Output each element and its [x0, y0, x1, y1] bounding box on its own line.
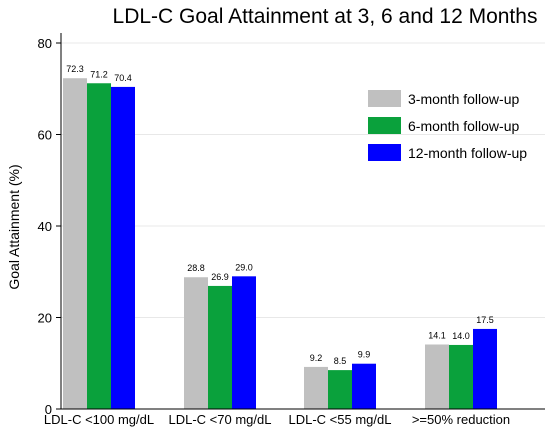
data-label: 28.8: [187, 263, 205, 273]
bar: [352, 363, 376, 409]
legend: 3-month follow-up 6-month follow-up 12-mon…: [368, 90, 527, 161]
legend-swatch: [368, 144, 401, 161]
bars-group: 72.3 71.2 70.4 28.8 26.9 29.0 9.2 8.5 9.9 14.1 14.…: [63, 64, 497, 410]
x-tick-label: LDL-C <55 mg/dL: [289, 412, 392, 427]
bar: [304, 366, 328, 409]
bar: [63, 78, 87, 409]
bar: [208, 285, 232, 409]
data-label: 9.2: [310, 353, 323, 363]
data-label: 72.3: [66, 64, 84, 74]
bar: [232, 276, 256, 409]
legend-label: 6-month follow-up: [408, 118, 519, 134]
bar: [87, 83, 111, 409]
bar: [328, 370, 352, 409]
y-tick-label: 40: [38, 219, 52, 234]
bar: [473, 328, 497, 409]
data-label: 26.9: [211, 272, 229, 282]
chart-title: LDL-C Goal Attainment at 3, 6 and 12 Mon…: [113, 5, 538, 28]
data-label: 14.0: [452, 331, 470, 341]
x-tick-label: >=50% reduction: [412, 412, 510, 427]
gridlines: [61, 42, 545, 318]
data-label: 70.4: [114, 73, 132, 83]
data-label: 9.9: [358, 350, 371, 360]
x-tick-label: LDL-C <100 mg/dL: [44, 412, 154, 427]
data-label: 17.5: [476, 315, 494, 325]
legend-swatch: [368, 90, 401, 107]
bar: [111, 86, 135, 410]
y-tick-label: 60: [38, 128, 52, 143]
legend-swatch: [368, 117, 401, 134]
bar: [425, 344, 449, 409]
legend-label: 12-month follow-up: [408, 145, 527, 161]
y-tick-label: 80: [38, 36, 52, 51]
data-label: 14.1: [428, 330, 446, 340]
data-label: 8.5: [334, 356, 347, 366]
y-axis-label: Goal Attainment (%): [6, 164, 22, 289]
data-label: 71.2: [90, 69, 108, 79]
x-tick-label: LDL-C <70 mg/dL: [169, 412, 272, 427]
axes: 0 20 40 60 80 LDL-C <100 mg/dL LDL-C <70 mg/dL…: [38, 33, 545, 427]
y-tick-label: 0: [45, 402, 52, 417]
bar: [449, 344, 473, 409]
legend-label: 3-month follow-up: [408, 91, 519, 107]
y-tick-label: 20: [38, 311, 52, 326]
data-label: 29.0: [235, 262, 253, 272]
bar: [184, 277, 208, 409]
